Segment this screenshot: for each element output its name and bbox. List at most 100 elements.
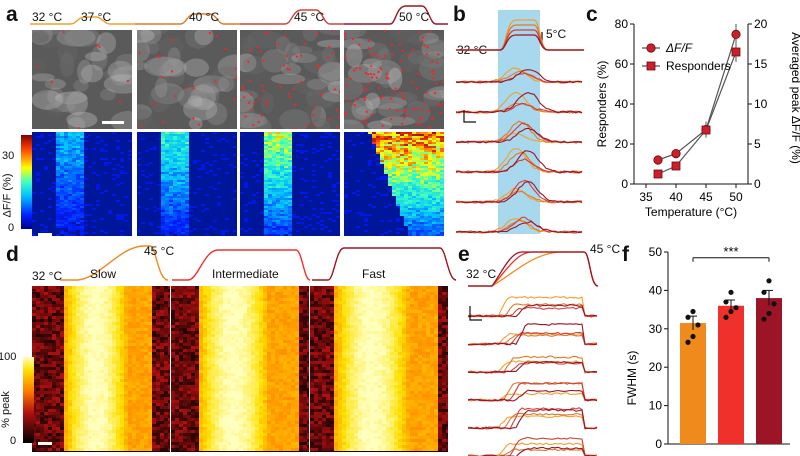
- y2-tick-label: 20: [754, 17, 768, 31]
- temperature-trace: [456, 34, 584, 51]
- colorbar-a-tick-max: 30: [2, 150, 15, 162]
- response-trace: [468, 446, 597, 456]
- data-point-square: [653, 169, 663, 179]
- temp-label-45: 45 °C: [294, 10, 325, 24]
- y2-tick-label: 0: [754, 177, 761, 191]
- temperature-trace: [468, 251, 599, 287]
- panel-e-temp-end: 45 °C: [590, 242, 621, 256]
- bar-fast: [756, 298, 782, 444]
- legend-label: Responders: [666, 59, 731, 73]
- heatmap-a-3: [240, 132, 340, 236]
- response-trace: [468, 382, 598, 402]
- data-point: [685, 339, 691, 345]
- y-axis-label: FWHM (s): [625, 351, 639, 406]
- data-point-square: [671, 161, 681, 171]
- panel-letter-a: a: [6, 3, 18, 26]
- panel-d-temp-end: 45 °C: [144, 244, 175, 258]
- response-trace: [468, 331, 598, 346]
- series-line-0: [657, 34, 737, 161]
- response-trace: [456, 127, 583, 144]
- data-point-circle: [653, 155, 663, 165]
- microscopy-image-2: [137, 30, 237, 129]
- y-tick-label: 20: [615, 137, 629, 151]
- response-trace: [468, 323, 598, 346]
- panel-letter-d: d: [6, 243, 19, 266]
- data-point: [733, 305, 739, 311]
- panel-letter-f: f: [622, 243, 629, 266]
- heatmap-d-3: [310, 286, 448, 452]
- data-point-square: [731, 47, 741, 57]
- response-trace: [468, 361, 598, 374]
- heatmap-d-2: [171, 286, 309, 452]
- scale-bar-b-l: [463, 110, 476, 123]
- y-tick-label: 40: [615, 97, 629, 111]
- panel-a-temperature-traces: [30, 5, 448, 25]
- response-trace: [471, 442, 597, 456]
- response-trace: [468, 436, 598, 456]
- temp-trace-45: [240, 9, 344, 25]
- temp-trace-37: [30, 16, 135, 25]
- response-trace: [468, 448, 598, 456]
- temp-label-50: 50 °C: [399, 10, 430, 24]
- y-tick-label: 60: [615, 57, 629, 71]
- data-point: [723, 314, 729, 320]
- response-trace: [468, 407, 598, 430]
- data-point: [771, 301, 777, 307]
- temp-trace-40: [135, 13, 240, 25]
- panel-d-temperature-traces: [60, 245, 456, 281]
- scale-bar-d: [38, 442, 52, 445]
- data-point: [690, 308, 696, 315]
- heatmap-a-4: [344, 132, 444, 236]
- response-trace: [456, 69, 583, 84]
- y-tick-label: 0: [655, 437, 662, 451]
- heatmap-a-2: [137, 132, 237, 236]
- temp-trace-50: [344, 5, 448, 25]
- data-point-circle: [731, 29, 741, 39]
- heatmap-d-1: [32, 286, 170, 452]
- temperature-trace: [468, 251, 599, 287]
- scale-bar-a: [38, 233, 52, 236]
- y2-tick-label: 10: [754, 97, 768, 111]
- ramp-trace-fast: [312, 247, 456, 281]
- data-point: [723, 299, 729, 305]
- response-trace: [456, 92, 583, 114]
- temp-label-40: 40 °C: [189, 10, 220, 24]
- bar-slow: [680, 323, 706, 444]
- y-tick-label: 30: [649, 322, 663, 336]
- response-trace: [468, 415, 598, 430]
- significance-label: ***: [723, 244, 738, 259]
- legend-marker-circle: [646, 43, 656, 53]
- data-point: [728, 289, 734, 295]
- data-point: [766, 310, 772, 317]
- chart-f: 0 10 20 30 40 50 FWHM (s) ***: [625, 244, 790, 451]
- data-point: [695, 322, 701, 328]
- response-trace: [468, 408, 598, 430]
- bar-intermediate: [718, 305, 744, 444]
- temp-label-32: 32 °C: [32, 10, 63, 24]
- data-point: [761, 316, 767, 322]
- y-tick-label: 40: [649, 283, 663, 297]
- colorbar-d-tick-min: 0: [10, 435, 17, 447]
- response-trace: [468, 381, 598, 402]
- data-point: [761, 289, 767, 295]
- response-trace: [456, 150, 583, 174]
- ramp-label-fast: Fast: [362, 267, 386, 281]
- response-trace: [468, 389, 598, 402]
- panel-letter-b: b: [453, 3, 466, 26]
- panel-b-traces: [456, 10, 584, 234]
- panel-e-traces: [468, 251, 599, 456]
- data-point-square: [701, 125, 711, 135]
- response-trace: [468, 296, 598, 318]
- y-axis-label: Responders (%): [595, 61, 609, 148]
- response-trace: [468, 355, 598, 374]
- response-trace: [456, 220, 583, 234]
- x-tick-label: 40: [669, 190, 683, 204]
- panel-d-colorbar: [23, 357, 34, 443]
- panel-d-temp-start: 32 °C: [32, 269, 63, 283]
- x-axis-label: Temperature (°C): [645, 205, 737, 219]
- y-tick-label: 80: [615, 17, 629, 31]
- y2-tick-label: 15: [754, 57, 768, 71]
- series-line-1: [657, 51, 737, 175]
- panel-b-scale-label: 5°C: [546, 27, 567, 41]
- y-tick-label: 20: [649, 360, 663, 374]
